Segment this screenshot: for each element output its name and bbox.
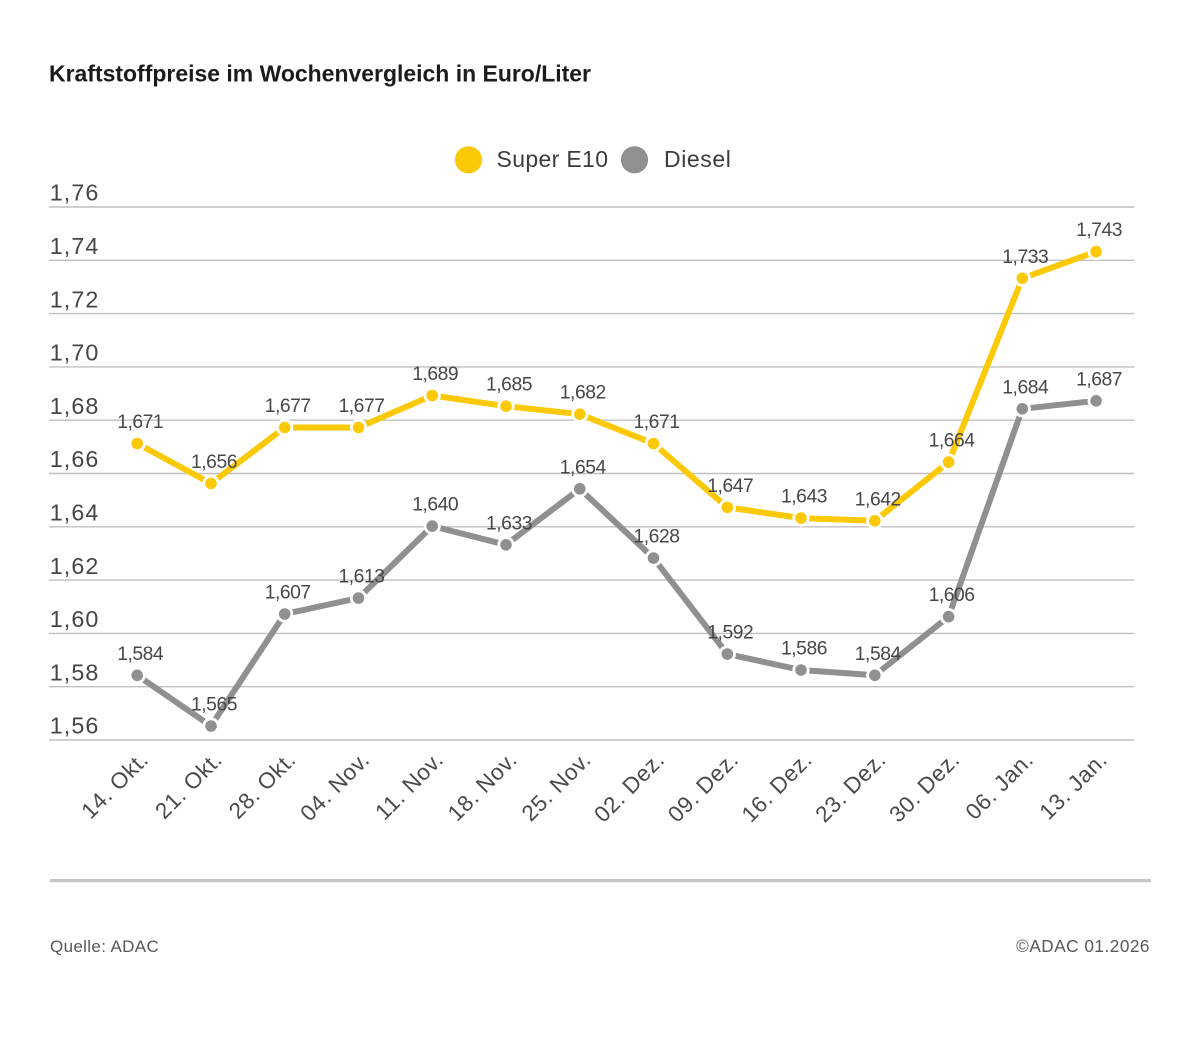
svg-text:1,76: 1,76 <box>50 180 100 206</box>
svg-text:1,677: 1,677 <box>265 396 311 417</box>
svg-text:1,72: 1,72 <box>50 286 100 312</box>
svg-text:1,682: 1,682 <box>560 383 606 404</box>
svg-text:Super E10: Super E10 <box>497 146 609 172</box>
svg-text:1,74: 1,74 <box>50 233 100 259</box>
svg-text:1,743: 1,743 <box>1076 220 1122 241</box>
svg-text:1,640: 1,640 <box>412 495 458 516</box>
svg-text:1,584: 1,584 <box>117 644 164 665</box>
svg-text:1,586: 1,586 <box>781 639 827 660</box>
svg-text:1,689: 1,689 <box>412 364 458 385</box>
svg-text:1,684: 1,684 <box>1002 377 1049 398</box>
svg-text:1,70: 1,70 <box>50 340 100 366</box>
svg-text:1,671: 1,671 <box>117 412 163 433</box>
svg-text:1,56: 1,56 <box>50 713 100 739</box>
svg-text:1,643: 1,643 <box>781 487 827 508</box>
svg-text:Kraftstoffpreise im Wochenverg: Kraftstoffpreise im Wochenvergleich in E… <box>49 60 591 86</box>
svg-text:1,671: 1,671 <box>633 412 679 433</box>
svg-text:1,642: 1,642 <box>855 489 901 510</box>
svg-text:1,66: 1,66 <box>50 446 100 472</box>
svg-text:1,656: 1,656 <box>191 452 237 473</box>
svg-text:1,68: 1,68 <box>50 393 100 419</box>
svg-text:1,677: 1,677 <box>338 396 384 417</box>
svg-text:1,606: 1,606 <box>929 585 975 606</box>
svg-text:Diesel: Diesel <box>664 146 732 172</box>
svg-text:©ADAC 01.2026: ©ADAC 01.2026 <box>1016 936 1150 956</box>
svg-text:1,592: 1,592 <box>707 623 753 644</box>
svg-text:1,654: 1,654 <box>560 457 607 478</box>
svg-text:1,584: 1,584 <box>855 644 902 665</box>
svg-text:1,565: 1,565 <box>191 695 237 716</box>
svg-text:1,58: 1,58 <box>50 659 100 685</box>
svg-text:1,60: 1,60 <box>50 606 100 632</box>
svg-text:Quelle: ADAC: Quelle: ADAC <box>50 937 159 956</box>
svg-text:1,62: 1,62 <box>50 553 100 579</box>
svg-text:1,664: 1,664 <box>929 431 976 452</box>
svg-text:1,633: 1,633 <box>486 513 532 534</box>
svg-text:1,647: 1,647 <box>707 476 753 497</box>
svg-text:1,685: 1,685 <box>486 375 532 396</box>
svg-text:1,733: 1,733 <box>1002 247 1048 268</box>
svg-text:1,64: 1,64 <box>50 500 100 526</box>
svg-text:1,687: 1,687 <box>1076 369 1122 390</box>
svg-text:1,628: 1,628 <box>633 527 679 548</box>
svg-text:1,613: 1,613 <box>338 567 384 588</box>
svg-text:1,607: 1,607 <box>265 583 311 604</box>
